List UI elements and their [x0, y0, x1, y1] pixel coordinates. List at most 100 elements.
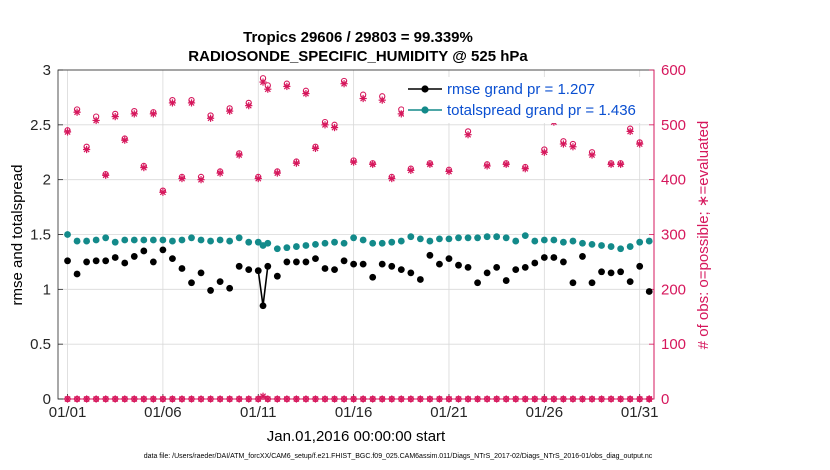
right-y-tick-label: 400	[661, 172, 686, 189]
spread-point	[426, 237, 434, 245]
rmse-point	[502, 277, 510, 284]
rmse-point	[216, 278, 224, 286]
y-axis-label-right: # of obs: o=possible; ∗=evaluated	[695, 121, 712, 350]
rmse-point	[259, 302, 267, 310]
rmse-point	[264, 262, 272, 270]
spread-point	[159, 236, 167, 244]
obs-evaluated-point	[92, 116, 100, 125]
obs-evaluated-point	[626, 127, 634, 136]
rmse-point	[636, 262, 644, 270]
obs-evaluated-point	[197, 176, 205, 184]
obs-evaluated-point	[311, 144, 320, 153]
rmse-point	[521, 264, 529, 271]
spread-point	[188, 234, 195, 242]
data-file-footer: data file: /Users/raeder/DAI/ATM_forcXX/…	[144, 453, 653, 460]
obs-evaluated-point	[607, 160, 615, 168]
rmse-point	[254, 267, 262, 275]
obs-evaluated-point	[292, 159, 300, 167]
rmse-point	[92, 257, 100, 265]
left-y-tick-label: 1.5	[30, 227, 51, 244]
spread-point	[312, 240, 319, 248]
spread-point	[169, 237, 176, 245]
spread-point	[540, 236, 548, 244]
spread-point	[531, 237, 539, 245]
spread-point	[264, 239, 272, 247]
obs-evaluated-point	[445, 167, 453, 176]
rmse-point	[426, 251, 434, 259]
rmse-point	[102, 257, 110, 265]
spread-point	[331, 238, 338, 246]
rmse-point	[579, 253, 586, 260]
rmse-point	[540, 254, 548, 261]
rmse-point	[178, 265, 186, 272]
rmse-point	[197, 269, 205, 277]
spread-point	[397, 237, 405, 245]
x-tick-label: 01/11	[240, 404, 276, 421]
left-y-tick-label: 1	[43, 281, 51, 298]
spread-point	[178, 236, 186, 244]
right-y-tick-label: 100	[661, 336, 686, 353]
rmse-point	[302, 258, 310, 266]
x-tick-label: 01/26	[526, 404, 564, 421]
rmse-point	[340, 257, 348, 265]
spread-point	[273, 245, 281, 253]
spread-point	[283, 244, 291, 252]
rmse-point	[464, 264, 472, 271]
left-y-tick-label: 2	[43, 172, 51, 189]
x-tick-label: 01/21	[430, 404, 468, 421]
spread-point	[321, 239, 329, 247]
x-tick-label: 01/06	[144, 404, 182, 421]
spread-point	[645, 237, 653, 245]
spread-point	[626, 243, 634, 250]
spread-point	[149, 236, 157, 244]
rmse-point	[588, 279, 596, 287]
obs-evaluated-point	[187, 99, 196, 107]
spread-point	[436, 235, 443, 243]
obs-evaluated-point	[140, 164, 148, 172]
spread-point	[73, 237, 81, 245]
obs-evaluated-point	[216, 169, 224, 177]
x-axis: 01/01 01/06 01/11 01/16 01/21 01/26 01/31	[49, 394, 658, 421]
spread-point	[92, 236, 100, 244]
spread-point	[455, 234, 462, 242]
obs-evaluated-point	[273, 169, 281, 177]
spread-point	[378, 239, 386, 247]
rmse-point	[350, 260, 358, 268]
right-y-tick-label: 0	[661, 391, 669, 408]
rmse-point	[283, 258, 291, 266]
rmse-point	[188, 279, 195, 287]
spread-point	[483, 233, 491, 241]
spread-point	[550, 236, 558, 244]
obs-evaluated-point	[426, 160, 434, 168]
left-y-tick-label: 3	[43, 62, 51, 79]
obs-evaluated-point	[359, 94, 367, 103]
obs-evaluated-point	[350, 158, 358, 166]
obs-evaluated-point	[206, 114, 215, 122]
spread-point	[254, 238, 262, 246]
obs-evaluated-point	[111, 113, 119, 121]
spread-point	[416, 235, 424, 243]
rmse-point	[159, 246, 167, 254]
spread-point	[598, 242, 605, 249]
spread-point	[111, 238, 119, 246]
rmse-point	[569, 279, 577, 287]
rmse-point	[598, 268, 605, 276]
spread-point	[350, 234, 358, 242]
rmse-point	[73, 270, 81, 278]
spread-point	[512, 237, 520, 245]
x-axis-label: Jan.01,2016 00:00:00 start	[267, 428, 446, 445]
obs-evaluated-point	[235, 151, 243, 159]
legend-spread-marker	[421, 106, 429, 114]
spread-point	[579, 239, 586, 247]
obs-evaluated-point	[588, 151, 596, 159]
spread-point	[130, 236, 138, 244]
spread-point	[560, 238, 567, 246]
y-axis-label-left: rmse and totalspread	[9, 165, 26, 306]
obs-evaluated-point	[73, 108, 81, 116]
rmse-point	[407, 269, 415, 277]
obs-evaluated-point	[540, 148, 548, 156]
rmse-point	[207, 287, 214, 294]
rmse-point	[83, 258, 91, 266]
spread-point	[197, 236, 205, 244]
spread-point	[493, 233, 501, 241]
